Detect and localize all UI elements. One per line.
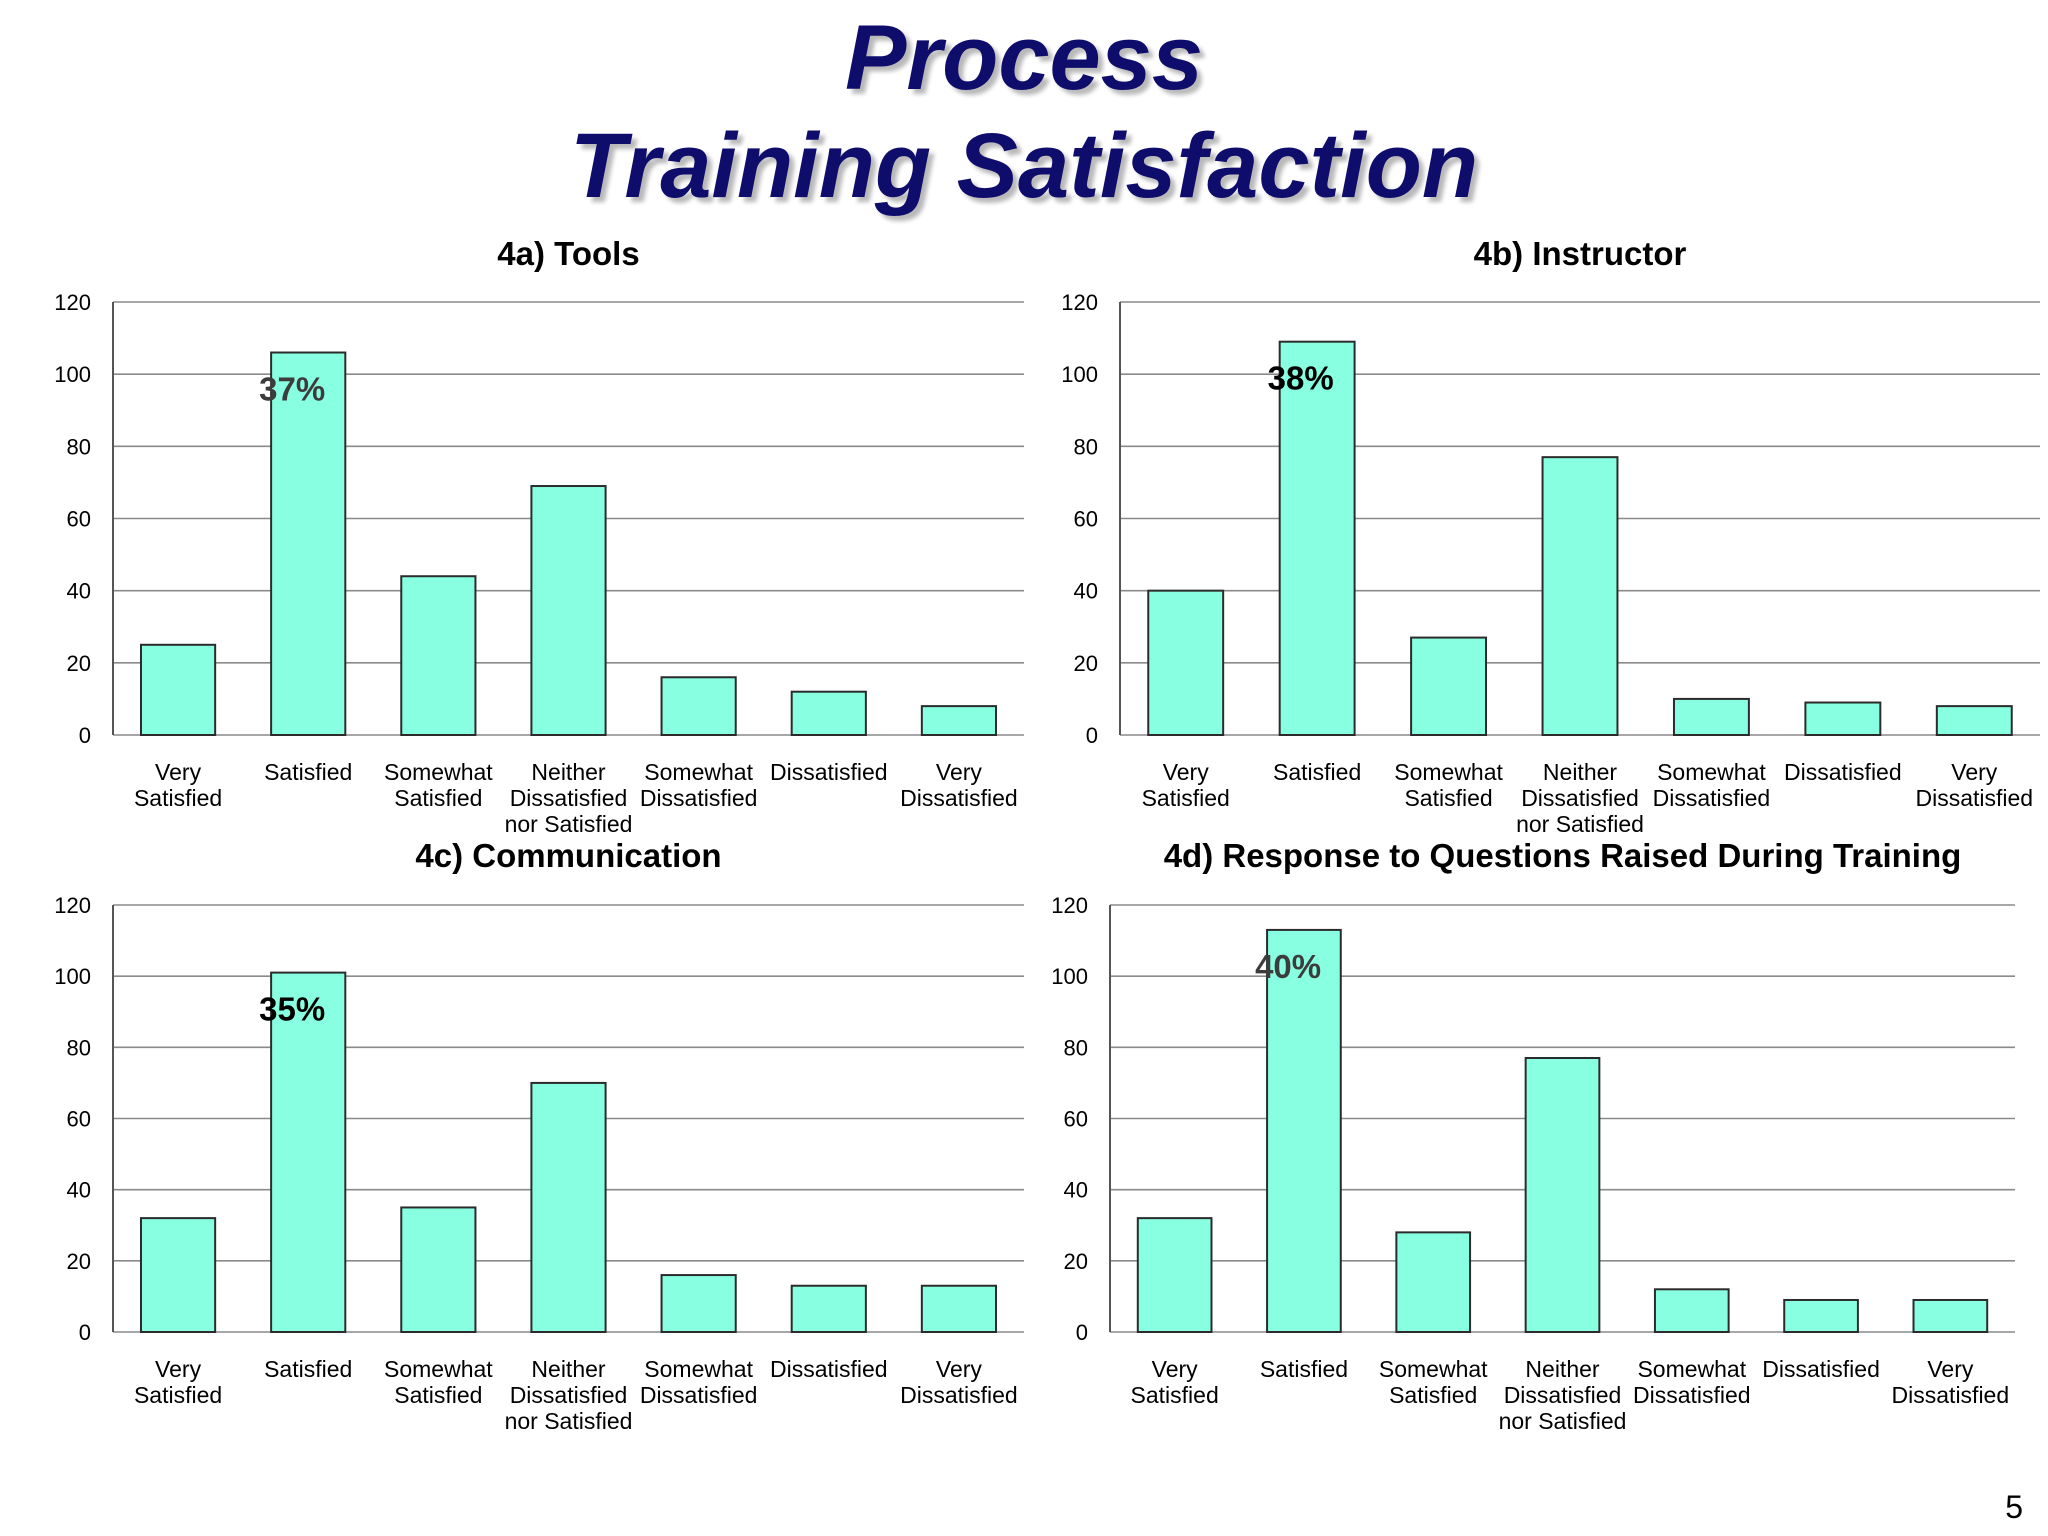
bar	[1541, 456, 1619, 737]
y-tick-label: 0	[1076, 1320, 1088, 1345]
bar	[1395, 1231, 1472, 1333]
chart-communication: 4c) Communication 0 20 40 60 80 100 120 Very Sati…	[54, 837, 1024, 1434]
category-label: Neither Dissatisfied nor Satisfied	[1516, 759, 1644, 837]
y-tick-label: 60	[67, 1107, 91, 1132]
category-label: Somewhat Dissatisfied	[1633, 1356, 1751, 1408]
bar	[1653, 1288, 1730, 1333]
bar	[790, 690, 867, 737]
bar	[139, 643, 217, 736]
category-label: Somewhat Satisfied	[1379, 1356, 1488, 1408]
bar	[400, 1206, 477, 1334]
y-tick-label: 0	[79, 1320, 91, 1345]
category-label: Somewhat Satisfied	[384, 759, 493, 811]
y-tick-label: 120	[54, 893, 91, 918]
y-tick-label: 100	[54, 964, 91, 989]
category-label: Satisfied	[1260, 1356, 1348, 1382]
category-label: Very Dissatisfied	[900, 759, 1018, 811]
category-label: Somewhat Satisfied	[384, 1356, 493, 1408]
bar	[1410, 636, 1488, 737]
y-tick-label: 60	[1064, 1107, 1088, 1132]
y-tick-label: 60	[1074, 507, 1098, 532]
category-label: Somewhat Dissatisfied	[1653, 759, 1771, 811]
category-label: Dissatisfied	[1784, 759, 1902, 785]
bar	[1935, 705, 2013, 736]
category-label: Somewhat Dissatisfied	[640, 759, 758, 811]
y-tick-label: 40	[1074, 579, 1098, 604]
category-label: Very Satisfied	[1131, 1356, 1219, 1408]
category-label: Very Dissatisfied	[900, 1356, 1018, 1408]
y-tick-label: 0	[1086, 723, 1098, 748]
y-tick-label: 120	[1061, 290, 1098, 315]
y-tick-label: 100	[54, 362, 91, 387]
category-label: Neither Dissatisfied nor Satisfied	[505, 1356, 633, 1434]
y-tick-label: 80	[1064, 1035, 1088, 1060]
chart-title: 4b) Instructor	[1474, 235, 1687, 272]
bar	[1278, 340, 1356, 736]
category-label: Satisfied	[264, 759, 352, 785]
bar	[400, 575, 477, 736]
chart-title: 4d) Response to Questions Raised During …	[1164, 837, 1962, 874]
y-tick-label: 100	[1061, 362, 1098, 387]
percent-annotation: 38%	[1268, 360, 1334, 397]
y-tick-label: 20	[1064, 1249, 1088, 1274]
chart-tools: 4a) Tools 0 20 40 60 80 100 120 Very Satisfied Sat…	[54, 235, 1024, 837]
bar	[1672, 697, 1750, 736]
category-label: Somewhat Dissatisfied	[640, 1356, 758, 1408]
chart-instructor: 4b) Instructor 0 20 40 60 80 100 120 Very Satisfi…	[1061, 235, 2040, 837]
y-tick-label: 40	[67, 1178, 91, 1203]
percent-annotation: 37%	[259, 371, 325, 408]
category-label: Somewhat Satisfied	[1394, 759, 1503, 811]
bar	[1804, 701, 1882, 736]
y-tick-label: 0	[79, 723, 91, 748]
y-tick-label: 120	[54, 290, 91, 315]
y-tick-label: 20	[1074, 651, 1098, 676]
bar	[1147, 589, 1225, 736]
y-tick-label: 20	[67, 1249, 91, 1274]
slide-title-line2: Training Satisfaction	[569, 115, 1479, 217]
category-label: Satisfied	[264, 1356, 352, 1382]
y-tick-label: 80	[67, 434, 91, 459]
bar	[920, 705, 998, 736]
y-tick-label: 20	[67, 651, 91, 676]
y-tick-label: 80	[67, 1035, 91, 1060]
bar	[270, 971, 347, 1333]
bar	[790, 1284, 867, 1334]
bar	[1912, 1298, 1989, 1334]
bar	[660, 1274, 737, 1334]
slide-title-line1: Process	[844, 7, 1204, 109]
bar	[530, 1081, 607, 1333]
bar	[270, 351, 347, 737]
category-label: Very Satisfied	[1142, 759, 1230, 811]
page-number: 5	[2005, 1489, 2023, 1525]
bar	[920, 1284, 998, 1334]
chart-title: 4a) Tools	[497, 235, 639, 272]
category-label: Neither Dissatisfied nor Satisfied	[1499, 1356, 1627, 1434]
y-tick-label: 100	[1051, 964, 1088, 989]
category-label: Very Dissatisfied	[1892, 1356, 2010, 1408]
percent-annotation: 40%	[1255, 948, 1321, 985]
category-label: Dissatisfied	[1762, 1356, 1880, 1382]
bar	[530, 485, 607, 736]
bar	[660, 676, 737, 736]
category-label: Very Satisfied	[134, 1356, 222, 1408]
bar	[1783, 1298, 1859, 1334]
bar	[139, 1217, 217, 1333]
category-label: Very Dissatisfied	[1915, 759, 2033, 811]
y-tick-label: 40	[1064, 1178, 1088, 1203]
bar	[1524, 1057, 1601, 1333]
bar	[1136, 1217, 1213, 1333]
chart-title: 4c) Communication	[415, 837, 721, 874]
y-tick-label: 80	[1074, 434, 1098, 459]
y-tick-label: 40	[67, 579, 91, 604]
y-tick-label: 60	[67, 507, 91, 532]
category-label: Satisfied	[1273, 759, 1361, 785]
y-tick-label: 120	[1051, 893, 1088, 918]
category-label: Very Satisfied	[134, 759, 222, 811]
category-label: Neither Dissatisfied nor Satisfied	[505, 759, 633, 837]
percent-annotation: 35%	[259, 991, 325, 1028]
category-label: Dissatisfied	[770, 1356, 888, 1382]
category-label: Dissatisfied	[770, 759, 888, 785]
bar	[1266, 928, 1342, 1334]
chart-response-to-questions: 4d) Response to Questions Raised During …	[1051, 837, 2015, 1434]
